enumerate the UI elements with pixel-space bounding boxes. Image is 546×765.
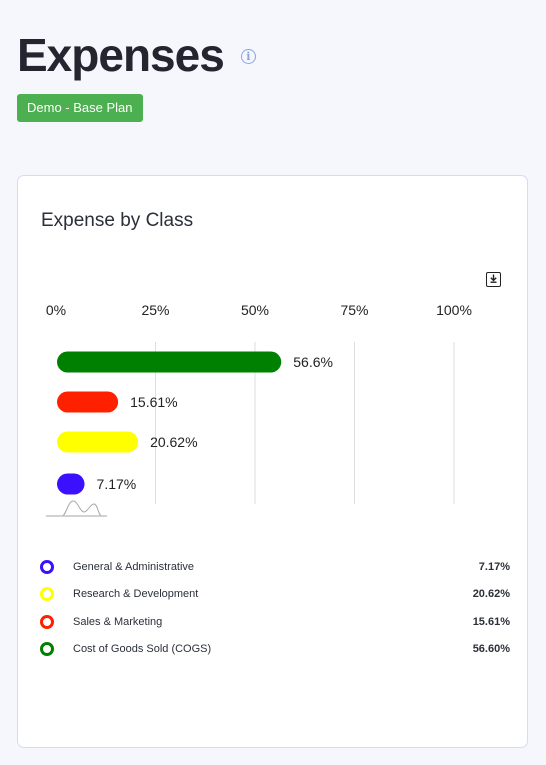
legend-value: 20.62% [472, 588, 510, 601]
page-header: Expenses i Demo - Base Plan [17, 28, 256, 122]
x-tick-label: 0% [46, 302, 66, 318]
chart-title: Expense by Class [41, 210, 194, 231]
legend-marker-icon [40, 614, 54, 629]
expense-chart-card: Expense by Class 0% 25% 50% 75% 100% 56.6% 15.… [17, 175, 528, 748]
bar-chart: 0% 25% 50% 75% 100% 56.6% 15.61% 20.62% 7.17% [46, 302, 472, 517]
legend-value: 15.61% [472, 615, 510, 628]
legend-label: Sales & Marketing [73, 615, 163, 628]
download-icon[interactable] [486, 272, 501, 287]
legend-marker-icon [40, 587, 54, 602]
chart-legend: General & Administrative 7.17% Research & … [40, 553, 510, 663]
bar [57, 431, 139, 453]
bar [57, 351, 282, 373]
legend-value: 56.60% [472, 643, 510, 656]
data-label: 56.6% [293, 354, 333, 370]
legend-item[interactable]: General & Administrative 7.17% [40, 553, 510, 581]
bar [57, 473, 85, 495]
plan-badge[interactable]: Demo - Base Plan [17, 94, 143, 122]
title-row: Expenses i [17, 28, 256, 82]
legend-label: Research & Development [73, 588, 199, 601]
legend-label: General & Administrative [73, 560, 195, 573]
legend-value: 7.17% [478, 560, 510, 573]
x-tick-label: 25% [141, 302, 169, 318]
data-label: 7.17% [97, 476, 137, 492]
info-icon[interactable]: i [240, 48, 256, 64]
x-tick-label: 75% [340, 302, 368, 318]
range-sparkline [48, 500, 106, 517]
bar [57, 391, 119, 413]
x-tick-label: 100% [436, 302, 472, 318]
legend-item[interactable]: Cost of Goods Sold (COGS) 56.60% [40, 636, 510, 664]
legend-label: Cost of Goods Sold (COGS) [73, 643, 212, 656]
page-title: Expenses [17, 29, 225, 81]
legend-marker-icon [40, 559, 54, 574]
data-label: 20.62% [150, 434, 197, 450]
legend-item[interactable]: Sales & Marketing 15.61% [40, 608, 510, 636]
legend-item[interactable]: Research & Development 20.62% [40, 581, 510, 609]
legend-marker-icon [40, 642, 54, 657]
x-tick-label: 50% [241, 302, 269, 318]
data-label: 15.61% [130, 394, 177, 410]
